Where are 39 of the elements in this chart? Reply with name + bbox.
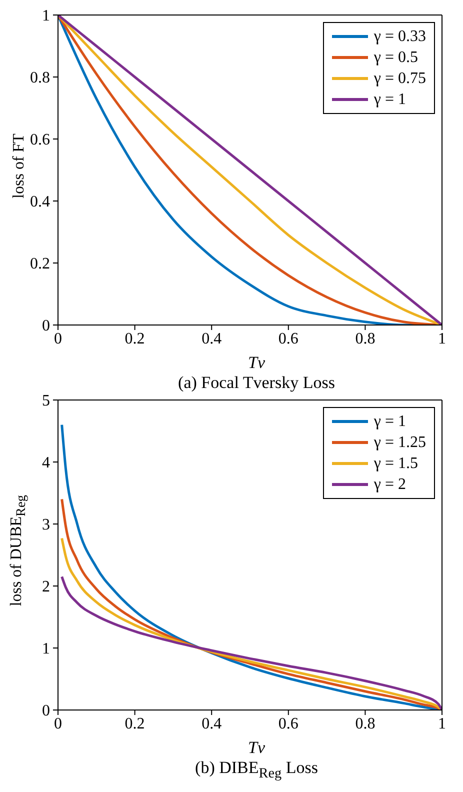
y-tick-label: 0.8 — [30, 70, 50, 87]
legend-label: γ = 0.5 — [374, 48, 418, 68]
text: (a) Focal Tversky Loss — [177, 373, 336, 393]
legend-label: γ = 1 — [374, 90, 406, 110]
legend-label: γ = 1.25 — [374, 433, 426, 453]
text: (b) DIBE$_{Reg}$ Loss — [194, 758, 319, 782]
x-tick-label: 1 — [438, 330, 446, 348]
y-tick-label: 4 — [42, 454, 50, 472]
x-tick-label: 1 — [438, 715, 446, 732]
x-tick-label: 0.8 — [355, 330, 376, 348]
x-axis-title: Tv — [247, 738, 266, 758]
y-tick-label: 2 — [42, 578, 50, 596]
y-tick-label: 0.2 — [30, 256, 50, 273]
y-tick-label: 3 — [42, 516, 50, 534]
line-series — [60, 575, 442, 710]
y-tick-label: 1 — [42, 640, 50, 658]
x-tick-label: 0.4 — [202, 715, 222, 732]
x-axis-title: Tv — [247, 353, 266, 373]
line-series — [60, 537, 442, 710]
x-tick-label: 0 — [54, 330, 62, 348]
y-tick-label: 0.4 — [30, 194, 50, 211]
y-tick-label: 0 — [42, 702, 50, 720]
x-tick-label: 0.4 — [202, 330, 222, 348]
y-tick-label: 1 — [42, 8, 50, 25]
x-tick-label: 0 — [54, 715, 62, 732]
legend-label: γ = 1.5 — [374, 454, 418, 474]
x-tick-label: 0.6 — [278, 715, 298, 732]
x-tick-label: 0.8 — [355, 715, 376, 732]
x-tick-label: 0.6 — [278, 330, 298, 348]
y-tick-label: 5 — [42, 392, 50, 410]
y-axis-title: loss of FT — [10, 133, 28, 198]
y-tick-label: 0.6 — [30, 132, 50, 149]
legend-label: γ = 2 — [374, 475, 406, 495]
legend-label: γ = 0.75 — [374, 69, 426, 89]
x-tick-label: 0.2 — [124, 330, 145, 348]
x-tick-label: 0.2 — [124, 715, 145, 732]
legend-label: γ = 1 — [374, 412, 406, 432]
legend-label: γ = 0.33 — [374, 27, 426, 47]
y-tick-label: 0 — [42, 318, 50, 335]
